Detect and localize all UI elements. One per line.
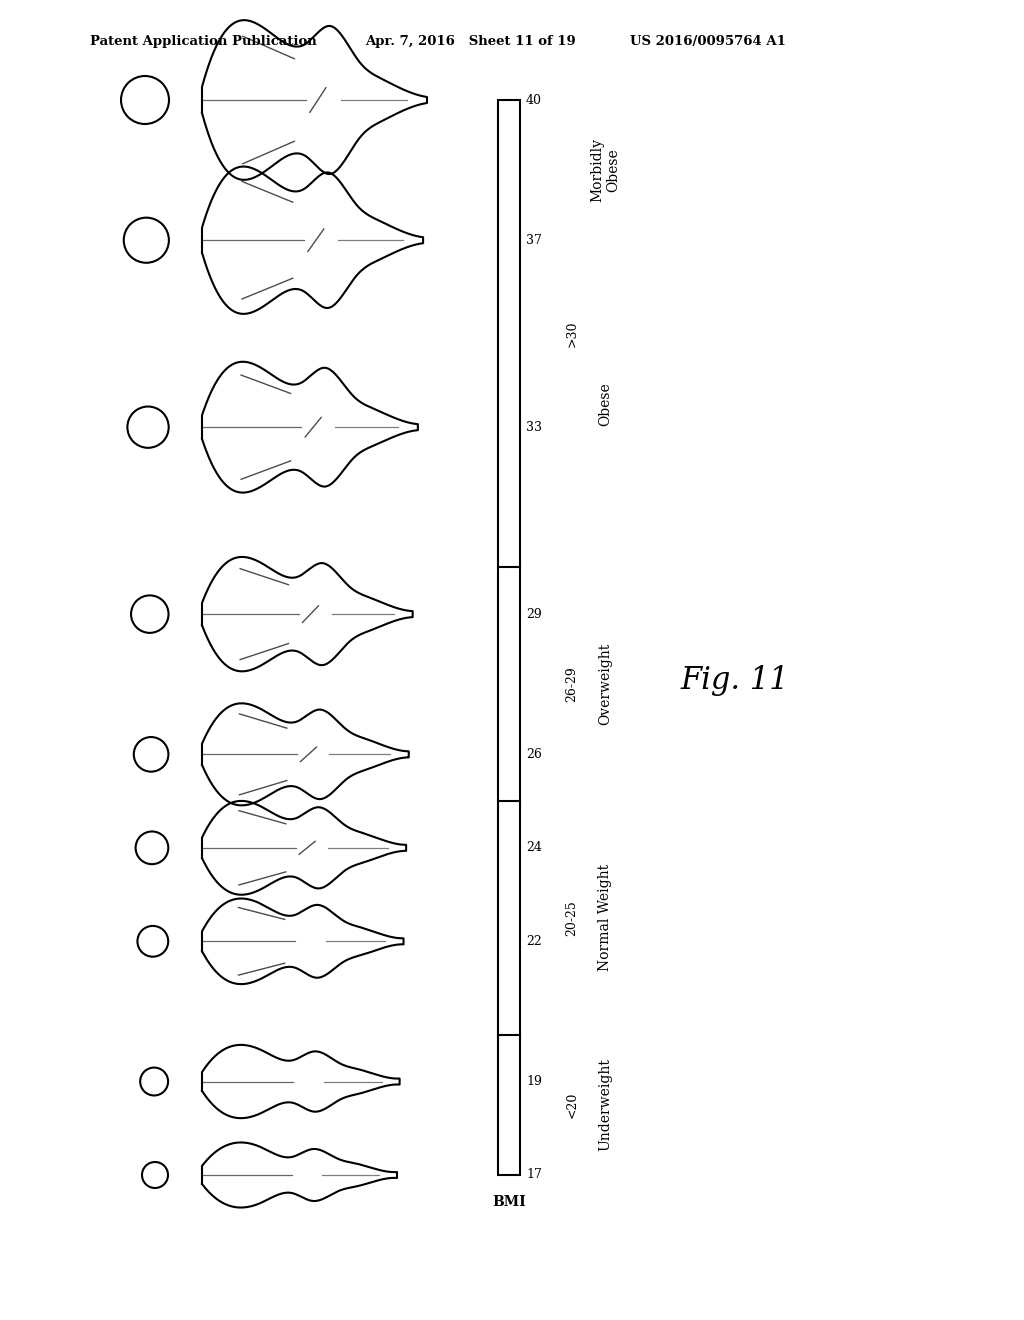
Text: 17: 17 xyxy=(526,1168,542,1181)
Text: Overweight: Overweight xyxy=(598,643,612,726)
Text: Apr. 7, 2016   Sheet 11 of 19: Apr. 7, 2016 Sheet 11 of 19 xyxy=(365,36,575,49)
Text: Fig. 11: Fig. 11 xyxy=(680,664,788,696)
Text: 29: 29 xyxy=(526,607,542,620)
Text: 24: 24 xyxy=(526,841,542,854)
Text: 26-29: 26-29 xyxy=(565,667,579,702)
Text: BMI: BMI xyxy=(493,1195,526,1209)
Text: Obese: Obese xyxy=(598,381,612,425)
Text: <20: <20 xyxy=(565,1092,579,1118)
Text: 33: 33 xyxy=(526,421,542,434)
Text: US 2016/0095764 A1: US 2016/0095764 A1 xyxy=(630,36,785,49)
Text: >30: >30 xyxy=(565,321,579,347)
Text: Underweight: Underweight xyxy=(598,1059,612,1151)
Text: Normal Weight: Normal Weight xyxy=(598,865,612,972)
Text: Patent Application Publication: Patent Application Publication xyxy=(90,36,316,49)
Bar xyxy=(498,100,520,1175)
Text: 19: 19 xyxy=(526,1074,542,1088)
Text: 26: 26 xyxy=(526,748,542,760)
Text: 40: 40 xyxy=(526,94,542,107)
Text: 37: 37 xyxy=(526,234,542,247)
Text: 20-25: 20-25 xyxy=(565,900,579,936)
Text: 22: 22 xyxy=(526,935,542,948)
Text: Morbidly
Obese: Morbidly Obese xyxy=(590,139,621,202)
